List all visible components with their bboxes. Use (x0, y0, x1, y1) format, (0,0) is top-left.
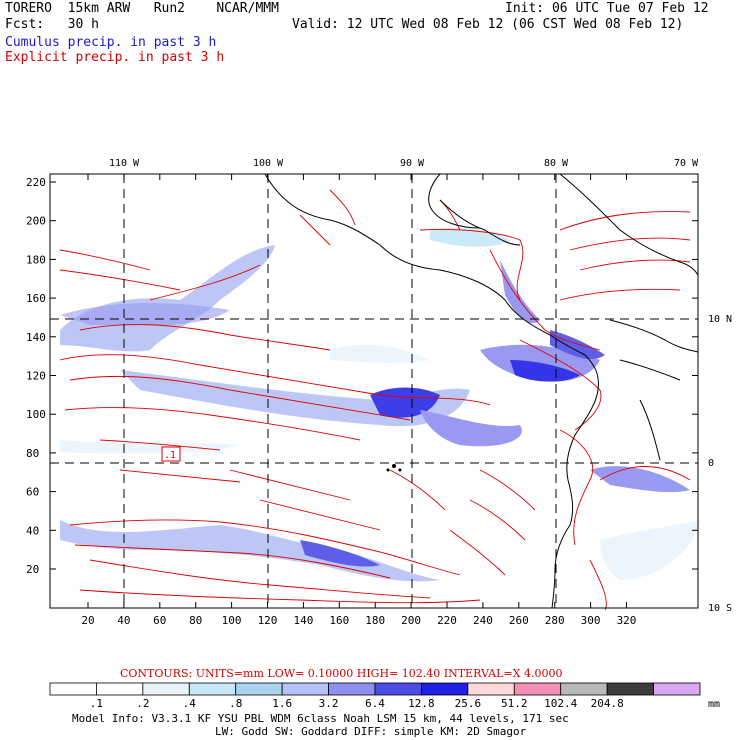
model-info: Model Info: V3.3.1 KF YSU PBL WDM 6class… (72, 712, 569, 725)
x-tick-label: 280 (545, 614, 565, 627)
scale-label: 6.4 (365, 697, 385, 710)
legend-explicit: Explicit precip. in past 3 h (5, 50, 225, 65)
y-tick-label: 20 (26, 563, 39, 576)
scale-label: .4 (183, 697, 197, 710)
valid-time: Valid: 12 UTC Wed 08 Feb 12 (06 CST Wed … (292, 17, 684, 32)
scale-label: .1 (90, 697, 103, 710)
y-tick-label: 200 (26, 215, 46, 228)
scale-swatch (49, 682, 97, 696)
y-tick-label: 60 (26, 486, 39, 499)
y-axis-ticks: 220 200 180 160 140 120 100 80 60 40 20 (26, 176, 698, 576)
x-tick-label: 240 (473, 614, 493, 627)
y-tick-label: 220 (26, 176, 46, 189)
scale-swatch (281, 682, 329, 696)
scale-swatch (374, 682, 422, 696)
y-tick-label: 100 (26, 408, 46, 421)
scale-swatch (653, 682, 701, 696)
longitude-labels: 110 W 100 W 90 W 80 W 70 W (109, 158, 699, 169)
scale-swatch (513, 682, 562, 696)
scale-swatch (560, 682, 608, 696)
scale-swatch (188, 682, 237, 696)
scale-label: 3.2 (319, 697, 339, 710)
lat-lon-grid (50, 174, 698, 608)
longitude-label: 90 W (400, 158, 425, 169)
min-value-box (161, 446, 181, 462)
scale-label: 1.6 (272, 697, 292, 710)
scale-label: 51.2 (501, 697, 528, 710)
x-tick-label: 160 (329, 614, 349, 627)
scale-label: 25.6 (455, 697, 482, 710)
x-tick-label: 320 (617, 614, 637, 627)
forecast-hour: Fcst: 30 h (5, 17, 99, 32)
x-tick-label: 100 (222, 614, 242, 627)
explicit-precip-contours (59, 189, 691, 611)
color-scale-bar: .1 .2 .4 .8 1.6 3.2 6.4 12.8 25.6 51.2 102.4 204.8 m… (49, 682, 720, 710)
y-tick-label: 140 (26, 331, 46, 344)
scale-swatch (421, 682, 469, 696)
contours-info: CONTOURS: UNITS=mm LOW= 0.10000 HIGH= 10… (120, 667, 562, 680)
scale-swatch (467, 682, 515, 696)
x-tick-label: 200 (401, 614, 421, 627)
x-tick-label: 120 (258, 614, 278, 627)
latitude-label: 10 S (708, 603, 732, 614)
scale-swatch (235, 682, 283, 696)
y-tick-label: 80 (26, 447, 39, 460)
scale-swatch (606, 682, 654, 696)
islands (386, 464, 402, 472)
x-tick-label: 220 (437, 614, 457, 627)
physics-info: LW: Godd SW: Goddard DIFF: simple KM: 2D… (215, 725, 527, 738)
scale-label: 204.8 (591, 697, 624, 710)
scale-label: .8 (229, 697, 242, 710)
longitude-label: 100 W (253, 158, 284, 169)
scale-label: 102.4 (544, 697, 577, 710)
x-tick-label: 60 (153, 614, 166, 627)
longitude-label: 80 W (544, 158, 569, 169)
y-tick-label: 120 (26, 370, 46, 383)
x-tick-label: 300 (581, 614, 601, 627)
scale-swatch (328, 682, 376, 696)
min-value-label: .1 (164, 450, 176, 461)
latitude-label: 10 N (708, 314, 732, 325)
scale-unit: mm (708, 699, 720, 710)
longitude-label: 110 W (109, 158, 140, 169)
legend-cumulus: Cumulus precip. in past 3 h (5, 35, 217, 50)
model-title: TORERO 15km ARW Run2 NCAR/MMM (5, 1, 279, 16)
coastlines (264, 173, 699, 609)
latitude-labels: 10 N 0 10 S (708, 314, 732, 614)
x-tick-label: 180 (365, 614, 385, 627)
scale-swatch (142, 682, 190, 696)
latitude-label: 0 (708, 458, 714, 469)
y-tick-label: 160 (26, 292, 46, 305)
x-tick-label: 260 (509, 614, 529, 627)
x-tick-label: 140 (293, 614, 313, 627)
x-tick-label: 20 (81, 614, 94, 627)
scale-label: 12.8 (408, 697, 435, 710)
cumulus-precip-shading (60, 228, 700, 582)
x-axis-ticks: 20 40 60 80 100 120 140 160 180 200 220 240 260 280 30… (81, 174, 636, 627)
scale-swatch (96, 682, 144, 696)
x-tick-label: 40 (117, 614, 130, 627)
scale-label: .2 (136, 697, 149, 710)
y-tick-label: 180 (26, 253, 46, 266)
x-tick-label: 80 (189, 614, 202, 627)
longitude-label: 70 W (674, 158, 699, 169)
init-time: Init: 06 UTC Tue 07 Feb 12 (505, 1, 709, 16)
y-tick-label: 40 (26, 524, 39, 537)
